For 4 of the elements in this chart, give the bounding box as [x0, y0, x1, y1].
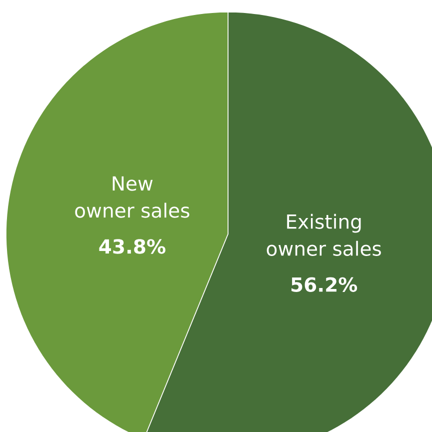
- slice-label: Existing owner sales: [266, 214, 381, 256]
- data-label: 43.8%: [99, 239, 166, 254]
- data-label: 56.2%: [292, 277, 358, 292]
- slice-label: New owner sales: [75, 176, 190, 218]
